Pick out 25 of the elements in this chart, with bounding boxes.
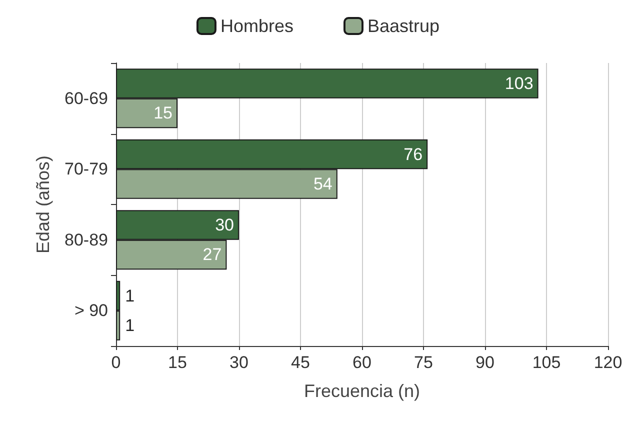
x-tick-label: 0 (111, 353, 121, 372)
x-tick-label: 120 (594, 353, 622, 372)
data-label: 103 (504, 74, 534, 94)
data-label: 15 (154, 104, 172, 123)
y-tick-label: > 90 (74, 301, 108, 320)
y-tick-label: 80-89 (64, 230, 108, 250)
x-tick-label: 30 (230, 353, 248, 372)
data-label: 30 (215, 216, 234, 235)
x-tick-label: 90 (476, 353, 494, 372)
legend-label: Baastrup (367, 16, 440, 36)
data-label: 76 (404, 144, 423, 164)
data-label: 54 (313, 174, 332, 194)
data-label: 27 (202, 245, 222, 264)
y-axis-title: Edad (años) (33, 155, 53, 254)
x-tick-label: 15 (168, 353, 187, 372)
data-label: 1 (125, 316, 135, 335)
x-tick-label: 45 (291, 353, 310, 372)
x-tick-label: 105 (532, 353, 561, 372)
y-tick-label: 70-79 (64, 160, 108, 179)
data-label: 1 (125, 286, 135, 306)
x-tick-label: 60 (352, 353, 372, 372)
x-axis-title: Frecuencia (n) (304, 381, 420, 401)
x-tick-label: 75 (414, 353, 433, 372)
legend-label: Hombres (220, 16, 294, 36)
y-tick-label: 60-69 (64, 88, 108, 108)
